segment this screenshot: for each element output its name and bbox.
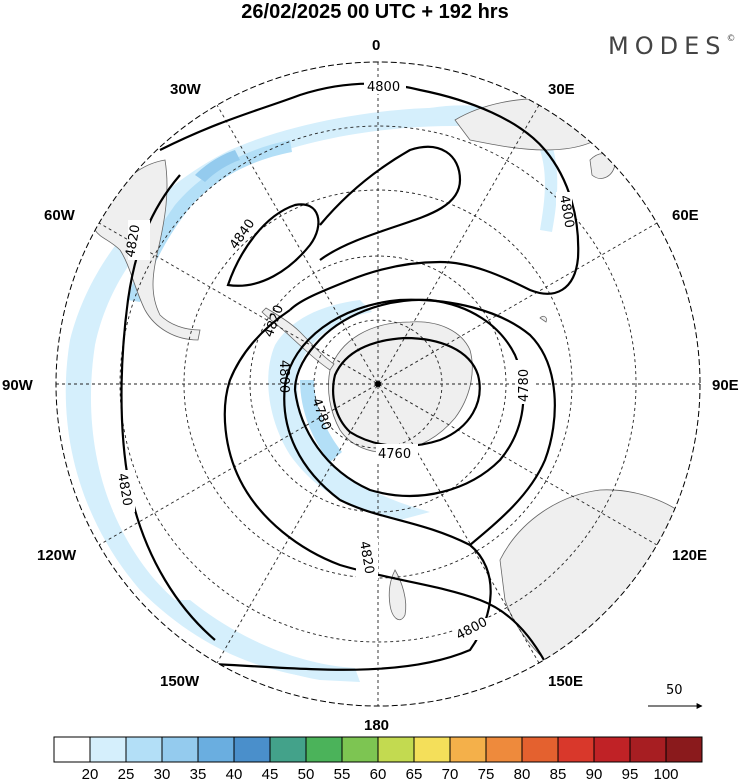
contour-west-loop xyxy=(223,309,561,691)
contour-core-4760 xyxy=(332,336,481,448)
map-disc-content: 4800 4800 4800 4840 4820 4820 4820 4820 … xyxy=(56,62,700,706)
colorbar-swatch xyxy=(305,736,343,763)
colorbar-swatch xyxy=(413,736,451,763)
colorbar-tick-label: 20 xyxy=(82,766,99,782)
colorbar-swatch xyxy=(593,736,631,763)
contour-label: 4800 xyxy=(556,194,577,229)
lon-label-30e: 30E xyxy=(548,81,575,98)
lon-label-120e: 120E xyxy=(672,547,707,564)
colorbar-swatch xyxy=(53,736,91,763)
colorbar-swatch xyxy=(89,736,127,763)
contour-label: 4820 xyxy=(114,472,135,507)
contour-high-4840 xyxy=(226,203,320,287)
meridian-60 xyxy=(98,222,658,546)
colorbar-swatch xyxy=(161,736,199,763)
jet-band-inner-core xyxy=(300,380,342,462)
lon-label-60e: 60E xyxy=(672,207,699,224)
colorbar-tick-label: 55 xyxy=(334,766,351,782)
colorbar-swatch xyxy=(449,736,487,763)
colorbar-swatch xyxy=(233,736,271,763)
colorbar-tick-label: 65 xyxy=(406,766,423,782)
contour-label: 4760 xyxy=(378,447,411,462)
colorbar-swatch xyxy=(197,736,235,763)
page-title: 26/02/2025 00 UTC + 192 hrs xyxy=(241,1,509,23)
colorbar-tick-label: 25 xyxy=(118,766,135,782)
jet-band-west-inner xyxy=(195,150,240,182)
colorbar-swatch xyxy=(341,736,379,763)
colorbar-tick-label: 80 xyxy=(514,766,531,782)
jet-band-north xyxy=(430,105,558,232)
colorbar-tick-label: 35 xyxy=(190,766,207,782)
brand-name: MODES xyxy=(608,32,727,60)
colorbar-swatch xyxy=(125,736,163,763)
graticule xyxy=(56,62,700,706)
colorbar-tick-label: 45 xyxy=(262,766,279,782)
meridian-30 xyxy=(216,104,540,664)
contour-label: 4820 xyxy=(356,540,377,575)
map-border xyxy=(55,61,701,707)
colorbar-tick-label: 100 xyxy=(653,766,678,782)
colorbar-tick-label: 85 xyxy=(550,766,567,782)
colorbar-tick-label: 95 xyxy=(622,766,639,782)
lon-label-60w: 60W xyxy=(44,207,76,224)
lon-label-180: 180 xyxy=(364,717,389,734)
colorbar-tick-label: 90 xyxy=(586,766,603,782)
lon-label-0: 0 xyxy=(372,37,380,54)
colorbar-swatch xyxy=(485,736,523,763)
lon-label-90e: 90E xyxy=(712,377,739,394)
colorbar-tick-label: 50 xyxy=(298,766,315,782)
colorbar-tick-label: 30 xyxy=(154,766,171,782)
colorbar-swatch xyxy=(377,736,415,763)
colorbar-swatch xyxy=(557,736,595,763)
lon-label-150w: 150W xyxy=(160,673,200,690)
jet-band-inner xyxy=(268,300,430,520)
brand-mark: © xyxy=(726,34,736,44)
pole-marker xyxy=(375,381,381,387)
colorbar-swatch xyxy=(269,736,307,763)
contour-north-ridge xyxy=(159,82,580,311)
longitude-labels: 0 30E 60E 90E 120E 150E 180 150W 120W 90… xyxy=(2,37,739,734)
colorbar-tick-label: 60 xyxy=(370,766,387,782)
reference-vector: 50 xyxy=(648,683,703,709)
contour-labels: 4800 4800 4800 4840 4820 4820 4820 4820 … xyxy=(113,78,577,644)
colorbar-tick-label: 75 xyxy=(478,766,495,782)
colorbar-swatch xyxy=(629,736,667,763)
lon-label-150e: 150E xyxy=(548,673,583,690)
meridian-120 xyxy=(98,222,658,546)
brand-logo: MODES© xyxy=(608,32,735,60)
contour-upper-4800 xyxy=(319,145,462,261)
contour-label: 4800 xyxy=(276,360,291,393)
colorbar-tick-label: 40 xyxy=(226,766,243,782)
kerguelen xyxy=(539,315,547,323)
australia xyxy=(499,489,700,705)
colorbar-swatch xyxy=(521,736,559,763)
colorbar-swatch xyxy=(665,736,703,763)
contour-label: 4800 xyxy=(367,80,400,95)
colorbar: 20 25 30 35 40 45 50 55 60 65 70 75 80 85 90 95 100 xyxy=(53,736,703,782)
meridian-150 xyxy=(216,104,540,664)
colorbar-tick-label: 70 xyxy=(442,766,459,782)
antarctica xyxy=(328,321,473,453)
reference-vector-label: 50 xyxy=(666,683,683,698)
new-zealand xyxy=(388,569,407,621)
jet-band-south xyxy=(160,600,360,682)
lon-label-30w: 30W xyxy=(170,81,202,98)
contour-label: 4820 xyxy=(123,223,144,258)
lon-label-90w: 90W xyxy=(2,377,34,394)
contour-outer xyxy=(211,298,556,671)
contour-label: 4780 xyxy=(517,369,532,402)
lon-label-120w: 120W xyxy=(37,547,77,564)
latitude-circle xyxy=(119,125,637,643)
